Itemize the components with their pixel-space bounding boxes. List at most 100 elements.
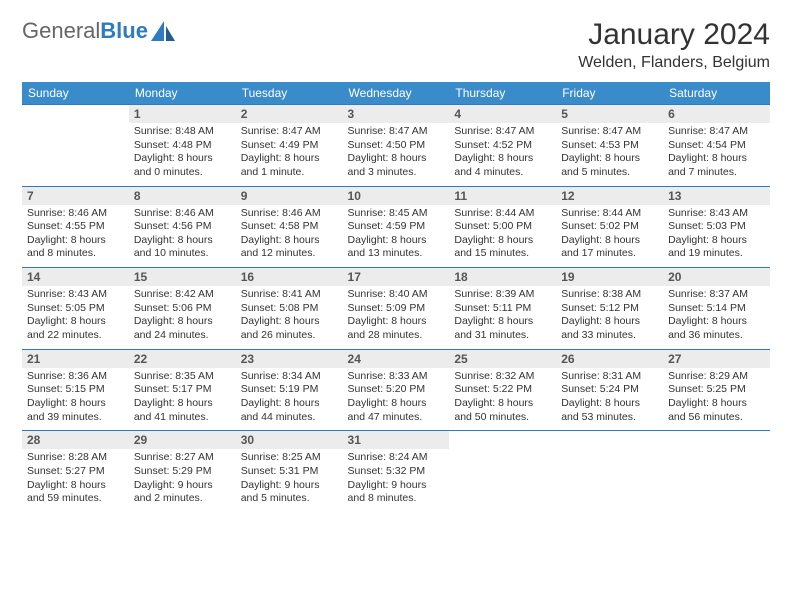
day-header: Wednesday <box>343 82 450 105</box>
day-details: Sunrise: 8:27 AMSunset: 5:29 PMDaylight:… <box>129 449 236 512</box>
day-number: 19 <box>556 268 663 286</box>
calendar-cell: 27Sunrise: 8:29 AMSunset: 5:25 PMDayligh… <box>663 349 770 431</box>
day-number: 31 <box>343 431 450 449</box>
calendar-cell: 10Sunrise: 8:45 AMSunset: 4:59 PMDayligh… <box>343 186 450 268</box>
day-details: Sunrise: 8:47 AMSunset: 4:49 PMDaylight:… <box>236 123 343 186</box>
calendar-cell: .. <box>556 431 663 512</box>
day-number: 27 <box>663 350 770 368</box>
day-header: Monday <box>129 82 236 105</box>
day-details: Sunrise: 8:44 AMSunset: 5:00 PMDaylight:… <box>449 205 556 268</box>
calendar-cell: 23Sunrise: 8:34 AMSunset: 5:19 PMDayligh… <box>236 349 343 431</box>
day-details: Sunrise: 8:39 AMSunset: 5:11 PMDaylight:… <box>449 286 556 349</box>
day-details: Sunrise: 8:43 AMSunset: 5:03 PMDaylight:… <box>663 205 770 268</box>
day-number: 30 <box>236 431 343 449</box>
calendar-cell: .. <box>449 431 556 512</box>
calendar-body: ..1Sunrise: 8:48 AMSunset: 4:48 PMDaylig… <box>22 105 770 512</box>
calendar-cell: 15Sunrise: 8:42 AMSunset: 5:06 PMDayligh… <box>129 268 236 350</box>
day-number: 26 <box>556 350 663 368</box>
day-details: Sunrise: 8:33 AMSunset: 5:20 PMDaylight:… <box>343 368 450 431</box>
day-number: 18 <box>449 268 556 286</box>
day-number: 1 <box>129 105 236 123</box>
day-number: 3 <box>343 105 450 123</box>
day-details: Sunrise: 8:40 AMSunset: 5:09 PMDaylight:… <box>343 286 450 349</box>
day-number: 28 <box>22 431 129 449</box>
day-number: 6 <box>663 105 770 123</box>
day-details: Sunrise: 8:44 AMSunset: 5:02 PMDaylight:… <box>556 205 663 268</box>
day-number: 8 <box>129 187 236 205</box>
calendar-cell: 31Sunrise: 8:24 AMSunset: 5:32 PMDayligh… <box>343 431 450 512</box>
day-details: Sunrise: 8:47 AMSunset: 4:54 PMDaylight:… <box>663 123 770 186</box>
title-block: January 2024 Welden, Flanders, Belgium <box>578 18 770 72</box>
calendar-cell: 29Sunrise: 8:27 AMSunset: 5:29 PMDayligh… <box>129 431 236 512</box>
day-details: Sunrise: 8:32 AMSunset: 5:22 PMDaylight:… <box>449 368 556 431</box>
month-title: January 2024 <box>578 18 770 52</box>
calendar-cell: 6Sunrise: 8:47 AMSunset: 4:54 PMDaylight… <box>663 105 770 187</box>
day-number: 14 <box>22 268 129 286</box>
calendar-cell: 24Sunrise: 8:33 AMSunset: 5:20 PMDayligh… <box>343 349 450 431</box>
day-number: 12 <box>556 187 663 205</box>
calendar-cell: 18Sunrise: 8:39 AMSunset: 5:11 PMDayligh… <box>449 268 556 350</box>
day-details: Sunrise: 8:25 AMSunset: 5:31 PMDaylight:… <box>236 449 343 512</box>
calendar-cell: 20Sunrise: 8:37 AMSunset: 5:14 PMDayligh… <box>663 268 770 350</box>
day-number: 23 <box>236 350 343 368</box>
calendar-cell: .. <box>22 105 129 187</box>
day-number: 21 <box>22 350 129 368</box>
page-header: GeneralBlue January 2024 Welden, Flander… <box>22 18 770 72</box>
day-number: 9 <box>236 187 343 205</box>
calendar-cell: 8Sunrise: 8:46 AMSunset: 4:56 PMDaylight… <box>129 186 236 268</box>
day-number: 13 <box>663 187 770 205</box>
calendar-week: 28Sunrise: 8:28 AMSunset: 5:27 PMDayligh… <box>22 431 770 512</box>
calendar-cell: 7Sunrise: 8:46 AMSunset: 4:55 PMDaylight… <box>22 186 129 268</box>
day-number: 22 <box>129 350 236 368</box>
calendar-cell: 26Sunrise: 8:31 AMSunset: 5:24 PMDayligh… <box>556 349 663 431</box>
calendar-cell: 13Sunrise: 8:43 AMSunset: 5:03 PMDayligh… <box>663 186 770 268</box>
day-details: Sunrise: 8:41 AMSunset: 5:08 PMDaylight:… <box>236 286 343 349</box>
brand-logo: GeneralBlue <box>22 18 176 44</box>
calendar-cell: 30Sunrise: 8:25 AMSunset: 5:31 PMDayligh… <box>236 431 343 512</box>
day-details: Sunrise: 8:36 AMSunset: 5:15 PMDaylight:… <box>22 368 129 431</box>
day-header: Friday <box>556 82 663 105</box>
day-details: Sunrise: 8:37 AMSunset: 5:14 PMDaylight:… <box>663 286 770 349</box>
day-header: Saturday <box>663 82 770 105</box>
day-details: Sunrise: 8:47 AMSunset: 4:53 PMDaylight:… <box>556 123 663 186</box>
day-details: Sunrise: 8:38 AMSunset: 5:12 PMDaylight:… <box>556 286 663 349</box>
calendar-cell: 4Sunrise: 8:47 AMSunset: 4:52 PMDaylight… <box>449 105 556 187</box>
day-details: Sunrise: 8:34 AMSunset: 5:19 PMDaylight:… <box>236 368 343 431</box>
day-details: Sunrise: 8:28 AMSunset: 5:27 PMDaylight:… <box>22 449 129 512</box>
calendar-cell: 5Sunrise: 8:47 AMSunset: 4:53 PMDaylight… <box>556 105 663 187</box>
calendar-cell: 21Sunrise: 8:36 AMSunset: 5:15 PMDayligh… <box>22 349 129 431</box>
calendar-cell: 25Sunrise: 8:32 AMSunset: 5:22 PMDayligh… <box>449 349 556 431</box>
day-number: 2 <box>236 105 343 123</box>
day-number: 11 <box>449 187 556 205</box>
calendar-cell: 19Sunrise: 8:38 AMSunset: 5:12 PMDayligh… <box>556 268 663 350</box>
calendar-table: SundayMondayTuesdayWednesdayThursdayFrid… <box>22 82 770 512</box>
day-number: 10 <box>343 187 450 205</box>
day-number: 20 <box>663 268 770 286</box>
day-details: Sunrise: 8:45 AMSunset: 4:59 PMDaylight:… <box>343 205 450 268</box>
day-details: Sunrise: 8:47 AMSunset: 4:50 PMDaylight:… <box>343 123 450 186</box>
day-number: 7 <box>22 187 129 205</box>
day-header: Sunday <box>22 82 129 105</box>
calendar-cell: 2Sunrise: 8:47 AMSunset: 4:49 PMDaylight… <box>236 105 343 187</box>
day-details: Sunrise: 8:46 AMSunset: 4:58 PMDaylight:… <box>236 205 343 268</box>
brand-part1: General <box>22 18 100 44</box>
sail-icon <box>150 20 176 42</box>
day-number: 5 <box>556 105 663 123</box>
day-details: Sunrise: 8:46 AMSunset: 4:56 PMDaylight:… <box>129 205 236 268</box>
day-number: 25 <box>449 350 556 368</box>
calendar-week: 7Sunrise: 8:46 AMSunset: 4:55 PMDaylight… <box>22 186 770 268</box>
calendar-cell: 3Sunrise: 8:47 AMSunset: 4:50 PMDaylight… <box>343 105 450 187</box>
day-details: Sunrise: 8:24 AMSunset: 5:32 PMDaylight:… <box>343 449 450 512</box>
calendar-page: GeneralBlue January 2024 Welden, Flander… <box>0 0 792 530</box>
day-details: Sunrise: 8:46 AMSunset: 4:55 PMDaylight:… <box>22 205 129 268</box>
calendar-cell: 12Sunrise: 8:44 AMSunset: 5:02 PMDayligh… <box>556 186 663 268</box>
day-details: Sunrise: 8:47 AMSunset: 4:52 PMDaylight:… <box>449 123 556 186</box>
day-number: 16 <box>236 268 343 286</box>
day-header: Tuesday <box>236 82 343 105</box>
calendar-week: ..1Sunrise: 8:48 AMSunset: 4:48 PMDaylig… <box>22 105 770 187</box>
calendar-week: 21Sunrise: 8:36 AMSunset: 5:15 PMDayligh… <box>22 349 770 431</box>
day-number: 4 <box>449 105 556 123</box>
calendar-cell: 11Sunrise: 8:44 AMSunset: 5:00 PMDayligh… <box>449 186 556 268</box>
location-text: Welden, Flanders, Belgium <box>578 54 770 72</box>
calendar-cell: 28Sunrise: 8:28 AMSunset: 5:27 PMDayligh… <box>22 431 129 512</box>
